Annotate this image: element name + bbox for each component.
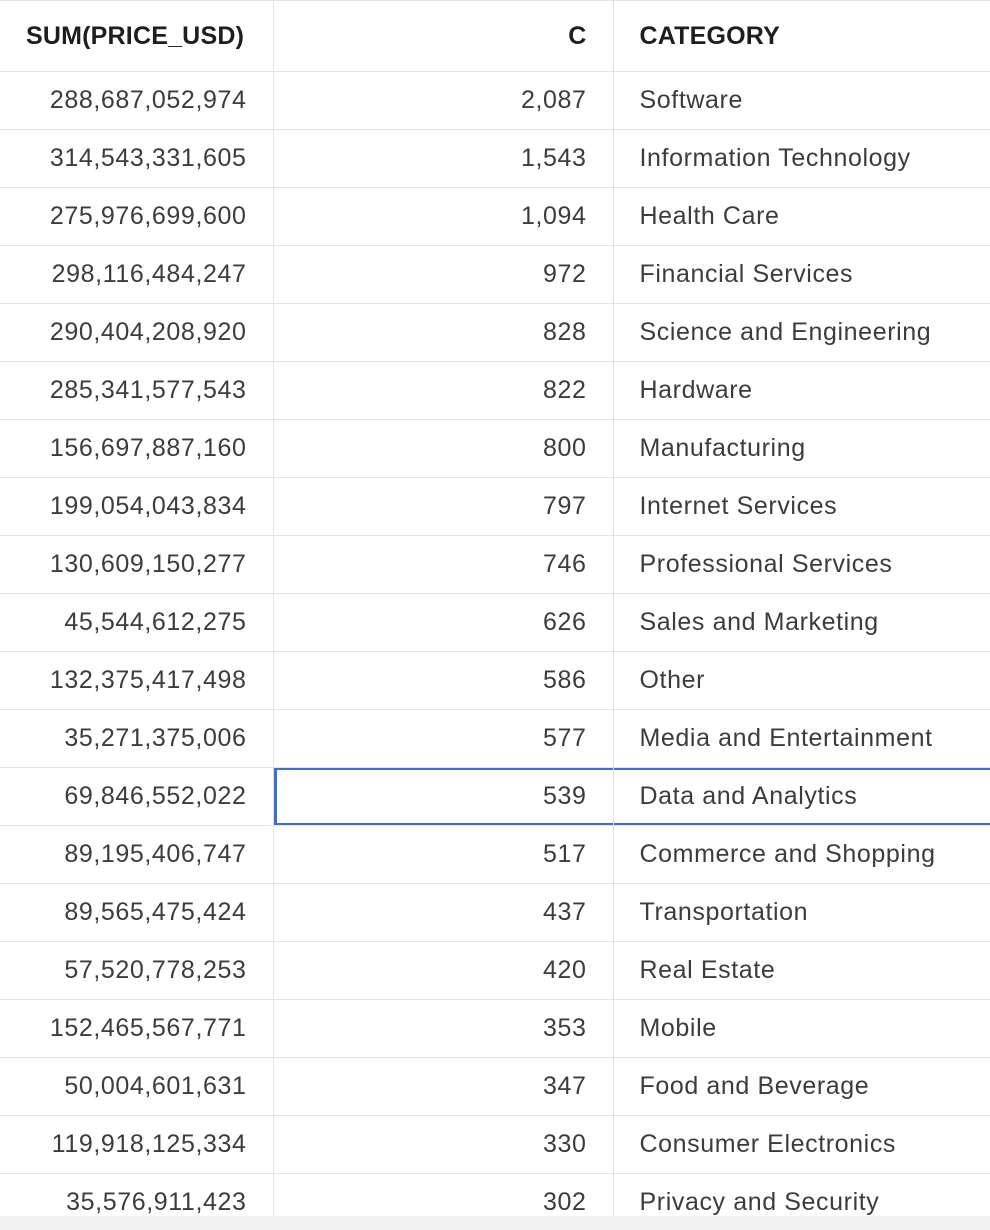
table-row[interactable]: 314,543,331,605 1,543 Information Technolo…: [0, 129, 990, 188]
cell-category[interactable]: Mobile: [613, 999, 990, 1058]
cell-category[interactable]: Consumer Electronics: [613, 1115, 990, 1174]
cell-c[interactable]: 347: [273, 1057, 614, 1116]
table-row[interactable]: 35,271,375,006 577 Media and Entertainment: [0, 709, 990, 768]
cell-c[interactable]: 420: [273, 941, 614, 1000]
cell-sum-price[interactable]: 132,375,417,498: [0, 651, 274, 710]
cell-c[interactable]: 539: [273, 767, 614, 826]
cell-category[interactable]: Real Estate: [613, 941, 990, 1000]
table-row[interactable]: 290,404,208,920 828 Science and Engineerin…: [0, 303, 990, 362]
column-header-c[interactable]: C: [273, 0, 614, 72]
cell-category[interactable]: Media and Entertainment: [613, 709, 990, 768]
table-row[interactable]: 130,609,150,277 746 Professional Services: [0, 535, 990, 594]
cell-sum-price[interactable]: 119,918,125,334: [0, 1115, 274, 1174]
cell-sum-price[interactable]: 45,544,612,275: [0, 593, 274, 652]
cell-sum-price[interactable]: 50,004,601,631: [0, 1057, 274, 1116]
table-row[interactable]: 156,697,887,160 800 Manufacturing: [0, 419, 990, 478]
cell-category[interactable]: Information Technology: [613, 129, 990, 188]
cell-c[interactable]: 302: [273, 1173, 614, 1216]
horizontal-scrollbar-track[interactable]: [0, 1216, 990, 1230]
cell-c[interactable]: 577: [273, 709, 614, 768]
cell-c[interactable]: 330: [273, 1115, 614, 1174]
cell-category[interactable]: Commerce and Shopping: [613, 825, 990, 884]
column-header-category[interactable]: CATEGORY: [613, 0, 990, 72]
table-row[interactable]: 152,465,567,771 353 Mobile: [0, 999, 990, 1058]
table-row[interactable]: 45,544,612,275 626 Sales and Marketing: [0, 593, 990, 652]
cell-category[interactable]: Financial Services: [613, 245, 990, 304]
cell-sum-price[interactable]: 89,565,475,424: [0, 883, 274, 942]
cell-sum-price[interactable]: 35,271,375,006: [0, 709, 274, 768]
cell-c[interactable]: 353: [273, 999, 614, 1058]
cell-sum-price[interactable]: 290,404,208,920: [0, 303, 274, 362]
cell-c[interactable]: 972: [273, 245, 614, 304]
cell-sum-price[interactable]: 57,520,778,253: [0, 941, 274, 1000]
table-row[interactable]: 119,918,125,334 330 Consumer Electronics: [0, 1115, 990, 1174]
cell-sum-price[interactable]: 69,846,552,022: [0, 767, 274, 826]
table-row[interactable]: 275,976,699,600 1,094 Health Care: [0, 187, 990, 246]
cell-sum-price[interactable]: 199,054,043,834: [0, 477, 274, 536]
cell-sum-price[interactable]: 89,195,406,747: [0, 825, 274, 884]
cell-sum-price[interactable]: 298,116,484,247: [0, 245, 274, 304]
table-row[interactable]: 50,004,601,631 347 Food and Beverage: [0, 1057, 990, 1116]
cell-category[interactable]: Privacy and Security: [613, 1173, 990, 1216]
table-row[interactable]: 132,375,417,498 586 Other: [0, 651, 990, 710]
cell-sum-price[interactable]: 285,341,577,543: [0, 361, 274, 420]
cell-category[interactable]: Other: [613, 651, 990, 710]
cell-c[interactable]: 797: [273, 477, 614, 536]
cell-category[interactable]: Internet Services: [613, 477, 990, 536]
cell-category[interactable]: Professional Services: [613, 535, 990, 594]
table-row[interactable]: 298,116,484,247 972 Financial Services: [0, 245, 990, 304]
header-row: SUM(PRICE_USD) C CATEGORY: [0, 0, 990, 72]
table-row[interactable]: 69,846,552,022 539 Data and Analytics: [0, 767, 990, 826]
cell-c[interactable]: 746: [273, 535, 614, 594]
table-row[interactable]: 89,565,475,424 437 Transportation: [0, 883, 990, 942]
cell-category[interactable]: Hardware: [613, 361, 990, 420]
cell-c[interactable]: 626: [273, 593, 614, 652]
table-row[interactable]: 89,195,406,747 517 Commerce and Shopping: [0, 825, 990, 884]
cell-c[interactable]: 1,543: [273, 129, 614, 188]
cell-c[interactable]: 2,087: [273, 71, 614, 130]
cell-c[interactable]: 822: [273, 361, 614, 420]
cell-sum-price[interactable]: 152,465,567,771: [0, 999, 274, 1058]
table-row[interactable]: 285,341,577,543 822 Hardware: [0, 361, 990, 420]
cell-sum-price[interactable]: 314,543,331,605: [0, 129, 274, 188]
cell-category[interactable]: Transportation: [613, 883, 990, 942]
cell-sum-price[interactable]: 288,687,052,974: [0, 71, 274, 130]
table-row[interactable]: 199,054,043,834 797 Internet Services: [0, 477, 990, 536]
cell-sum-price[interactable]: 130,609,150,277: [0, 535, 274, 594]
cell-category[interactable]: Software: [613, 71, 990, 130]
cell-c[interactable]: 800: [273, 419, 614, 478]
cell-sum-price[interactable]: 35,576,911,423: [0, 1173, 274, 1216]
cell-c[interactable]: 437: [273, 883, 614, 942]
cell-category[interactable]: Health Care: [613, 187, 990, 246]
cell-c[interactable]: 517: [273, 825, 614, 884]
cell-sum-price[interactable]: 275,976,699,600: [0, 187, 274, 246]
table-row[interactable]: 288,687,052,974 2,087 Software: [0, 71, 990, 130]
table-row[interactable]: 35,576,911,423 302 Privacy and Security: [0, 1173, 990, 1216]
cell-c[interactable]: 1,094: [273, 187, 614, 246]
cell-category[interactable]: Food and Beverage: [613, 1057, 990, 1116]
cell-category[interactable]: Science and Engineering: [613, 303, 990, 362]
cell-category[interactable]: Sales and Marketing: [613, 593, 990, 652]
cell-c[interactable]: 586: [273, 651, 614, 710]
cell-c[interactable]: 828: [273, 303, 614, 362]
cell-category[interactable]: Manufacturing: [613, 419, 990, 478]
cell-sum-price[interactable]: 156,697,887,160: [0, 419, 274, 478]
column-header-sum-price[interactable]: SUM(PRICE_USD): [0, 0, 274, 72]
cell-category[interactable]: Data and Analytics: [613, 767, 990, 826]
table-row[interactable]: 57,520,778,253 420 Real Estate: [0, 941, 990, 1000]
